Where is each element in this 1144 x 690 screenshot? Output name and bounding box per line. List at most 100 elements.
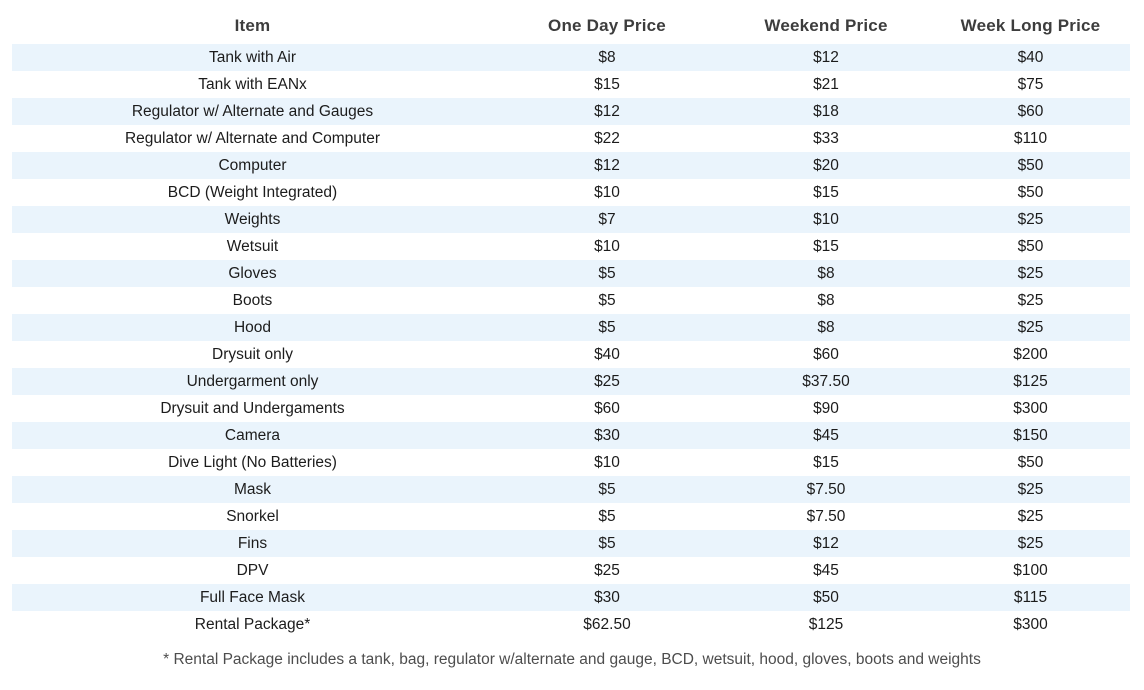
one-day-price-cell: $25 <box>594 561 620 579</box>
weekend-price-cell: $45 <box>813 561 839 579</box>
one-day-price-cell: $60 <box>594 399 620 417</box>
one-day-price-cell: $22 <box>594 129 620 147</box>
table-row: Regulator w/ Alternate and Computer $22 $3… <box>12 125 1130 152</box>
table-row: Wetsuit $10 $15 $50 <box>12 233 1130 260</box>
item-cell: DPV <box>236 561 269 579</box>
one-day-price-cell: $62.50 <box>583 615 631 633</box>
item-cell: Tank with EANx <box>198 75 307 93</box>
weekend-price-cell: $20 <box>813 156 839 174</box>
table-row: Camera $30 $45 $150 <box>12 422 1130 449</box>
week-long-price-cell: $100 <box>1013 561 1048 579</box>
item-cell: Rental Package* <box>194 615 311 633</box>
weekend-price-cell: $37.50 <box>802 372 850 390</box>
table-row: Tank with Air $8 $12 $40 <box>12 44 1130 71</box>
weekend-price-cell: $15 <box>813 453 839 471</box>
column-header-week-long-price: Week Long Price <box>960 16 1101 35</box>
item-cell: Full Face Mask <box>199 588 306 606</box>
week-long-price-cell: $25 <box>1017 507 1044 525</box>
one-day-price-cell: $30 <box>594 426 620 444</box>
one-day-price-cell: $12 <box>594 102 620 120</box>
item-cell: Weights <box>224 210 281 228</box>
week-long-price-cell: $300 <box>1013 399 1048 417</box>
table-row: Dive Light (No Batteries) $10 $15 $50 <box>12 449 1130 476</box>
table-row: Computer $12 $20 $50 <box>12 152 1130 179</box>
table-row: Drysuit only $40 $60 $200 <box>12 341 1130 368</box>
weekend-price-cell: $8 <box>817 291 835 309</box>
week-long-price-cell: $300 <box>1013 615 1048 633</box>
week-long-price-cell: $60 <box>1017 102 1044 120</box>
item-cell: Camera <box>224 426 281 444</box>
table-row: BCD (Weight Integrated) $10 $15 $50 <box>12 179 1130 206</box>
one-day-price-cell: $25 <box>594 372 620 390</box>
weekend-price-cell: $7.50 <box>806 480 846 498</box>
table-row: Regulator w/ Alternate and Gauges $12 $18 $… <box>12 98 1130 125</box>
table-row: Drysuit and Undergaments $60 $90 $300 <box>12 395 1130 422</box>
item-cell: Computer <box>218 156 287 174</box>
item-cell: Fins <box>237 534 268 552</box>
weekend-price-cell: $7.50 <box>806 507 846 525</box>
one-day-price-cell: $5 <box>598 291 616 309</box>
weekend-price-cell: $15 <box>813 183 839 201</box>
table-row: Full Face Mask $30 $50 $115 <box>12 584 1130 611</box>
one-day-price-cell: $12 <box>594 156 620 174</box>
item-cell: Dive Light (No Batteries) <box>168 453 337 471</box>
item-cell: Regulator w/ Alternate and Gauges <box>131 102 374 120</box>
table-row: Weights $7 $10 $25 <box>12 206 1130 233</box>
one-day-price-cell: $10 <box>594 183 620 201</box>
item-cell: Undergarment only <box>186 372 319 390</box>
weekend-price-cell: $8 <box>817 264 835 282</box>
week-long-price-cell: $50 <box>1017 453 1044 471</box>
item-cell: Drysuit and Undergaments <box>160 399 345 417</box>
weekend-price-cell: $12 <box>813 48 839 66</box>
weekend-price-cell: $45 <box>813 426 839 444</box>
column-header-one-day-price: One Day Price <box>548 16 666 35</box>
table-row: Snorkel $5 $7.50 $25 <box>12 503 1130 530</box>
week-long-price-cell: $25 <box>1017 210 1044 228</box>
week-long-price-cell: $25 <box>1017 291 1044 309</box>
item-cell: Hood <box>233 318 272 336</box>
one-day-price-cell: $10 <box>594 237 620 255</box>
week-long-price-cell: $125 <box>1013 372 1048 390</box>
rental-package-footnote: * Rental Package includes a tank, bag, r… <box>163 651 981 668</box>
table-row: Undergarment only $25 $37.50 $125 <box>12 368 1130 395</box>
item-cell: BCD (Weight Integrated) <box>167 183 338 201</box>
table-row: Mask $5 $7.50 $25 <box>12 476 1130 503</box>
table-row: Hood $5 $8 $25 <box>12 314 1130 341</box>
column-header-weekend-price: Weekend Price <box>764 16 888 35</box>
one-day-price-cell: $5 <box>598 264 616 282</box>
one-day-price-cell: $5 <box>598 480 616 498</box>
table-row: Tank with EANx $15 $21 $75 <box>12 71 1130 98</box>
one-day-price-cell: $40 <box>594 345 620 363</box>
week-long-price-cell: $200 <box>1013 345 1048 363</box>
weekend-price-cell: $90 <box>813 399 839 417</box>
weekend-price-cell: $60 <box>813 345 839 363</box>
weekend-price-cell: $8 <box>817 318 835 336</box>
week-long-price-cell: $75 <box>1017 75 1044 93</box>
one-day-price-cell: $7 <box>598 210 616 228</box>
one-day-price-cell: $30 <box>594 588 620 606</box>
week-long-price-cell: $25 <box>1017 534 1044 552</box>
weekend-price-cell: $21 <box>813 75 839 93</box>
weekend-price-cell: $125 <box>808 615 844 633</box>
table-header-row: Item One Day Price Weekend Price Week Lo… <box>12 0 1130 44</box>
table-row: Gloves $5 $8 $25 <box>12 260 1130 287</box>
item-cell: Drysuit only <box>212 345 293 363</box>
item-cell: Tank with Air <box>208 48 296 66</box>
table-row: Rental Package* $62.50 $125 $300 <box>12 611 1130 638</box>
week-long-price-cell: $25 <box>1017 264 1044 282</box>
one-day-price-cell: $5 <box>598 534 616 552</box>
column-header-item: Item <box>234 16 271 35</box>
week-long-price-cell: $50 <box>1017 156 1044 174</box>
weekend-price-cell: $15 <box>813 237 839 255</box>
weekend-price-cell: $50 <box>813 588 839 606</box>
table-row: Fins $5 $12 $25 <box>12 530 1130 557</box>
rental-price-table: Item One Day Price Weekend Price Week Lo… <box>12 0 1130 638</box>
weekend-price-cell: $10 <box>813 210 839 228</box>
table-body: Tank with Air $8 $12 $40 Tank with EANx $15 $2… <box>12 44 1130 638</box>
weekend-price-cell: $12 <box>813 534 839 552</box>
item-cell: Mask <box>233 480 272 498</box>
week-long-price-cell: $50 <box>1017 237 1044 255</box>
week-long-price-cell: $110 <box>1013 129 1048 147</box>
week-long-price-cell: $50 <box>1017 183 1044 201</box>
one-day-price-cell: $5 <box>598 318 616 336</box>
